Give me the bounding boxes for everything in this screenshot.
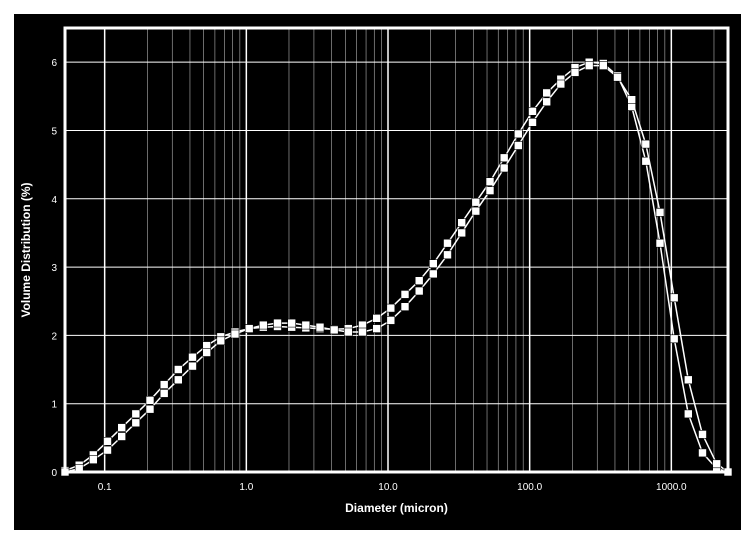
series-b-marker: [203, 349, 211, 357]
series-b-marker: [472, 207, 480, 215]
series-b-marker: [330, 326, 338, 334]
x-axis-label: Diameter (micron): [345, 501, 448, 515]
series-b-marker: [614, 73, 622, 81]
series-a-marker: [415, 277, 423, 285]
series-a-marker: [543, 89, 551, 97]
series-b-marker: [373, 325, 381, 333]
series-b-marker: [656, 208, 664, 216]
series-b-marker: [543, 98, 551, 106]
series-b-marker: [571, 68, 579, 76]
series-b-marker: [628, 96, 636, 104]
series-a-marker: [699, 449, 707, 457]
series-b-marker: [713, 460, 721, 468]
series-b-marker: [174, 376, 182, 384]
series-a-marker: [373, 314, 381, 322]
series-a-marker: [174, 366, 182, 374]
series-b-marker: [387, 316, 395, 324]
series-a-marker: [670, 335, 678, 343]
series-a-marker: [401, 290, 409, 298]
series-b-marker: [699, 430, 707, 438]
series-b-marker: [585, 62, 593, 70]
series-b-marker: [670, 294, 678, 302]
series-a-marker: [104, 437, 112, 445]
series-a-marker: [458, 219, 466, 227]
series-b-marker: [231, 330, 239, 338]
series-a-marker: [472, 198, 480, 206]
series-b-marker: [316, 323, 324, 331]
ytick-label: 6: [51, 58, 57, 69]
series-a-marker: [132, 410, 140, 418]
series-a-marker: [118, 424, 126, 432]
series-b-marker: [132, 419, 140, 427]
series-a-marker: [160, 381, 168, 389]
series-a-marker: [529, 107, 537, 115]
xtick-label: 0.1: [98, 482, 112, 493]
ytick-label: 3: [51, 263, 57, 274]
series-a-marker: [684, 410, 692, 418]
series-a-marker: [189, 353, 197, 361]
y-axis-label: Volume Distribution (%): [19, 182, 33, 317]
xtick-label: 1000.0: [656, 482, 687, 493]
series-b-marker: [684, 376, 692, 384]
ytick-label: 1: [51, 400, 57, 411]
series-b-marker: [302, 321, 310, 329]
series-a-marker: [514, 130, 522, 138]
series-b-marker: [274, 319, 282, 327]
series-b-marker: [359, 328, 367, 336]
distribution-chart: 0 1 2 3 4 5 6 0.1 1.0 10.0 100.0 1000.0 Diameter (mi…: [10, 10, 745, 534]
series-b-marker: [642, 140, 650, 148]
series-a-marker: [429, 260, 437, 268]
ytick-label: 0: [51, 468, 57, 479]
series-b-marker: [458, 229, 466, 237]
series-b-marker: [401, 303, 409, 311]
series-b-marker: [89, 456, 97, 464]
series-a-marker: [486, 178, 494, 186]
series-b-marker: [415, 287, 423, 295]
series-a-marker: [656, 239, 664, 247]
series-b-marker: [529, 118, 537, 126]
series-b-marker: [288, 319, 296, 327]
series-a-marker: [146, 396, 154, 404]
series-b-marker: [599, 62, 607, 70]
xtick-label: 1.0: [239, 482, 253, 493]
series-b-marker: [500, 164, 508, 172]
ytick-label: 5: [51, 126, 57, 137]
series-a-marker: [500, 154, 508, 162]
series-b-marker: [344, 328, 352, 336]
xtick-label: 10.0: [378, 482, 398, 493]
series-b-marker: [118, 433, 126, 441]
series-a-marker: [444, 239, 452, 247]
series-b-marker: [514, 142, 522, 150]
series-b-marker: [557, 80, 565, 88]
ytick-label: 2: [51, 331, 57, 342]
series-b-marker: [486, 187, 494, 195]
series-b-marker: [104, 446, 112, 454]
series-b-marker: [245, 325, 253, 333]
series-a-marker: [387, 304, 395, 312]
series-b-marker: [259, 321, 267, 329]
series-b-marker: [217, 337, 225, 345]
xtick-label: 100.0: [517, 482, 542, 493]
series-b-marker: [160, 389, 168, 397]
series-b-marker: [444, 251, 452, 259]
series-b-marker: [146, 405, 154, 413]
ytick-label: 4: [51, 195, 57, 206]
series-b-marker: [429, 270, 437, 278]
series-b-marker: [189, 362, 197, 370]
